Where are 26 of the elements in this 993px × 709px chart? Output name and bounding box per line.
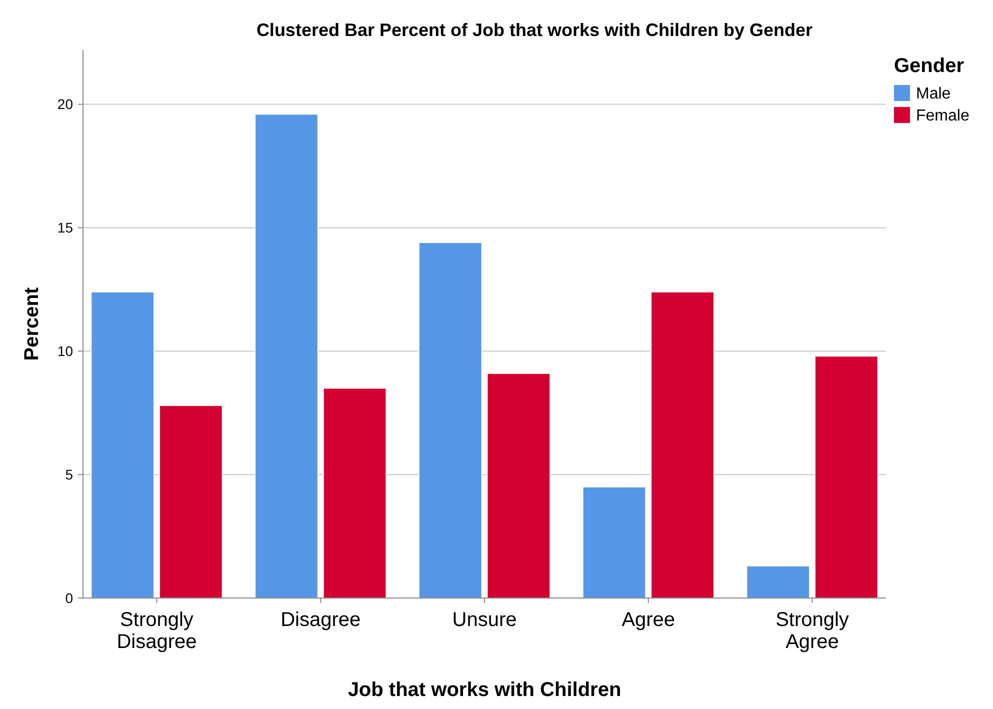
x-tick-label: Unsure (452, 609, 517, 631)
y-tick-label: 20 (57, 96, 74, 112)
bar (746, 565, 810, 598)
x-tick-label: Strongly Disagree (116, 609, 197, 653)
bar (322, 388, 387, 598)
legend-label: Male (916, 86, 951, 103)
bar (158, 404, 223, 598)
y-tick-label: 5 (65, 466, 74, 482)
legend-label: Female (916, 108, 970, 125)
chart-title: Clustered Bar Percent of Job that works with Children by Gender (256, 20, 813, 40)
x-axis-title: Job that works with Children (348, 679, 622, 701)
bar (650, 291, 714, 598)
y-tick-label: 10 (57, 343, 74, 360)
bar (254, 114, 318, 598)
bar (486, 372, 551, 598)
x-tick-label: Disagree (280, 609, 361, 631)
bar (582, 486, 646, 598)
bar (418, 242, 482, 598)
legend-title: Gender (894, 55, 964, 77)
y-tick-label: 15 (57, 220, 74, 236)
y-tick-label: 0 (65, 590, 74, 606)
x-tick-label: Agree (622, 609, 676, 631)
bar (814, 356, 878, 598)
x-tick-label: Strongly Agree (776, 609, 849, 653)
bar (90, 291, 155, 598)
y-axis-title: Percent (21, 286, 43, 361)
